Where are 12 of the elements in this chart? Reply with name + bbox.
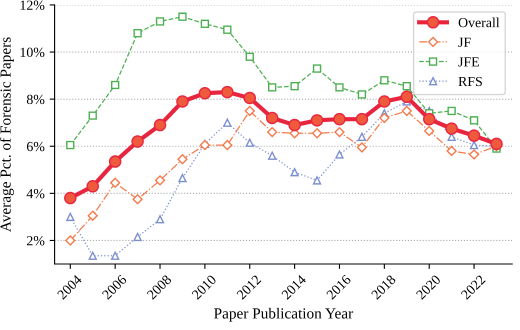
y-axis-title: Average Pct. of Forensic Papers [0,37,14,232]
x-axis-title: Paper Publication Year [214,308,354,322]
y-tick-label: 4% [26,188,44,198]
legend-label: JF [458,38,471,47]
y-tick-label: 2% [26,236,44,246]
legend-label: RFS [458,76,482,86]
legend-label: Overall [458,18,500,28]
y-tick-label: 12% [20,0,44,10]
y-tick-label: 6% [26,142,44,152]
legend-label: JFE [458,57,479,67]
y-tick-label: 8% [26,94,44,104]
y-tick-label: 10% [20,48,44,58]
